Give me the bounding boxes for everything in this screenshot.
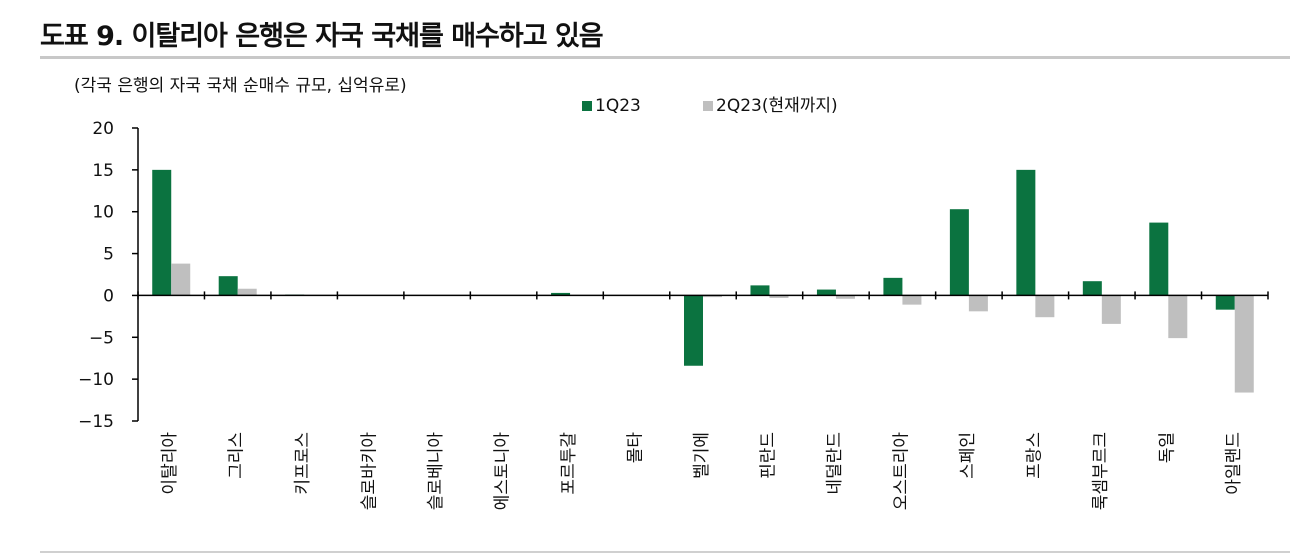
bar-series1 xyxy=(684,295,703,366)
category-label: 이탈리아 xyxy=(160,432,180,495)
category-label: 아일랜드 xyxy=(1224,432,1244,495)
bar-series1 xyxy=(152,169,172,296)
bar-series2 xyxy=(1035,295,1055,318)
bar-series1 xyxy=(551,292,571,296)
page-title: 도표 9. 이탈리아 은행은 자국 국채를 매수하고 있음 xyxy=(40,21,604,52)
category-label: 에스토니아 xyxy=(493,432,513,511)
category-label: 스페인 xyxy=(958,432,978,479)
legend-swatch xyxy=(582,101,592,111)
y-axis: 20 15 10 5 0 −5 −10 −15 xyxy=(78,119,139,432)
category-label: 포르투갈 xyxy=(559,432,579,495)
bar-series1 xyxy=(1016,169,1036,296)
bar-series2 xyxy=(835,295,855,299)
y-tick-label: 15 xyxy=(92,161,114,181)
legend: 1Q23 2Q23(현재까지) xyxy=(582,96,838,116)
category-label: 몰타 xyxy=(626,432,646,464)
legend-label: 1Q23 xyxy=(595,96,641,116)
bar-series1 xyxy=(1215,295,1235,310)
bar-series1 xyxy=(750,285,770,296)
legend-label: 2Q23(현재까지) xyxy=(716,96,838,116)
bar-series2 xyxy=(1168,295,1188,339)
bar-series1 xyxy=(1082,281,1102,296)
category-label: 룩셈부르크 xyxy=(1091,432,1111,510)
category-label: 벨기에 xyxy=(692,432,712,479)
y-tick-label: 20 xyxy=(92,119,114,139)
bar-series1 xyxy=(218,276,238,296)
bar-series2 xyxy=(171,263,191,296)
category-label: 독일 xyxy=(1157,432,1177,463)
title-divider xyxy=(40,56,1290,59)
bar-series2 xyxy=(1101,295,1121,324)
category-label: 프랑스 xyxy=(1024,432,1044,479)
bottom-divider xyxy=(40,551,1290,553)
bar-series1 xyxy=(949,209,969,296)
y-tick-label: 10 xyxy=(92,203,114,223)
category-label: 슬로베니아 xyxy=(426,432,446,511)
y-tick-label: −15 xyxy=(78,412,114,432)
category-label: 그리스 xyxy=(227,432,247,479)
category-label: 핀란드 xyxy=(758,432,778,479)
bar-series2 xyxy=(703,295,722,298)
bars xyxy=(152,169,1254,393)
legend-swatch xyxy=(703,101,713,111)
bar-series2 xyxy=(968,295,988,312)
bar-series1 xyxy=(1149,222,1169,296)
bar-series2 xyxy=(1234,295,1254,393)
category-label: 네덜란드 xyxy=(825,432,845,495)
category-label: 키프로스 xyxy=(293,432,313,495)
y-tick-label: 0 xyxy=(103,286,114,306)
bar-series2 xyxy=(769,295,789,298)
y-tick-label: −10 xyxy=(78,370,114,390)
bar-series2 xyxy=(902,295,922,305)
bar-series2 xyxy=(237,288,257,296)
x-axis: 이탈리아 그리스 키프로스 슬로바키아 슬로베니아 에스토니아 포르투갈 몰타 벨기에 핀란드 네덜… xyxy=(137,291,1269,511)
category-label: 슬로바키아 xyxy=(360,432,380,511)
bar-series1 xyxy=(883,277,903,296)
y-tick-label: −5 xyxy=(89,328,114,348)
chart-subtitle: (각국 은행의 자국 국채 순매수 규모, 십억유로) xyxy=(74,76,407,96)
y-tick-label: 5 xyxy=(103,245,114,265)
bar-series1 xyxy=(816,289,836,296)
category-label: 오스트리아 xyxy=(891,432,911,511)
